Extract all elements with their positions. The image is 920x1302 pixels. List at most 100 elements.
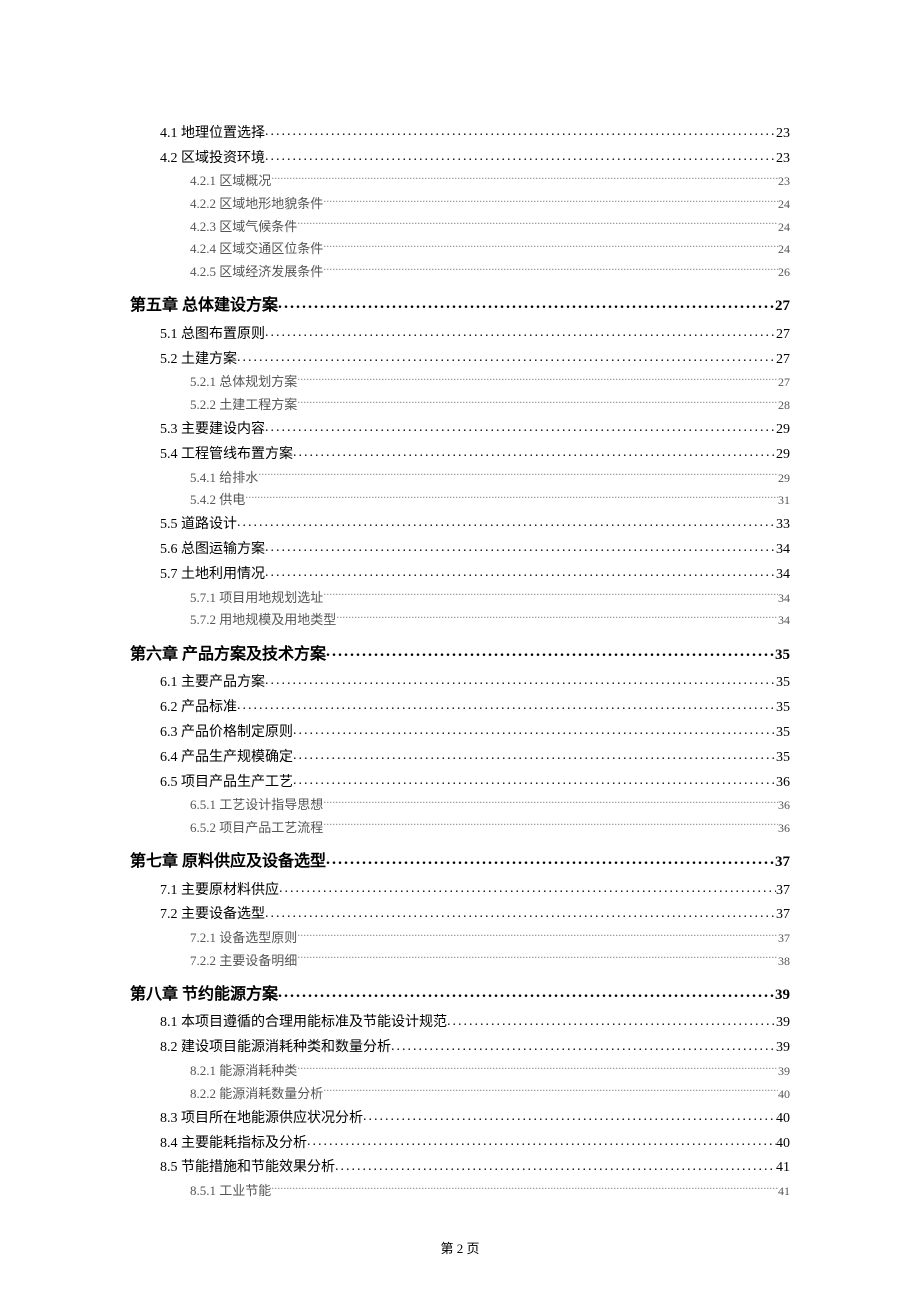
toc-entry: 6.1 主要产品方案35 xyxy=(130,669,790,694)
toc-entry: 8.5.1 工业节能41 xyxy=(130,1180,790,1203)
toc-leader xyxy=(297,215,778,231)
toc-label: 第七章 原料供应及设备选型 xyxy=(130,849,326,875)
toc-entry: 5.1 总图布置原则27 xyxy=(130,321,790,346)
toc-entry: 6.4 产品生产规模确定 35 xyxy=(130,744,790,769)
toc-page-number: 36 xyxy=(776,771,790,794)
toc-label: 5.2.1 总体规划方案 xyxy=(190,371,297,393)
toc-page-number: 35 xyxy=(776,746,790,769)
toc-entry: 4.2.5 区域经济发展条件26 xyxy=(130,261,790,284)
toc-page-number: 40 xyxy=(776,1132,790,1155)
toc-page-number: 23 xyxy=(776,147,790,170)
toc-label: 7.2 主要设备选型 xyxy=(160,903,265,926)
toc-label: 6.4 产品生产规模确定 xyxy=(160,746,293,769)
toc-page-number: 34 xyxy=(778,588,790,608)
toc-leader xyxy=(258,466,778,482)
toc-entry: 8.2 建设项目能源消耗种类和数量分析39 xyxy=(130,1035,790,1060)
toc-page-number: 23 xyxy=(778,171,790,191)
toc-label: 6.2 产品标准 xyxy=(160,696,237,719)
toc-label: 8.1 本项目遵循的合理用能标准及节能设计规范 xyxy=(160,1011,447,1034)
toc-entry: 8.2.2 能源消耗数量分析40 xyxy=(130,1082,790,1105)
toc-leader xyxy=(271,1180,778,1196)
toc-page-number: 35 xyxy=(775,643,790,667)
toc-label: 5.6 总图运输方案 xyxy=(160,538,265,561)
toc-leader xyxy=(297,1059,778,1075)
toc-leader xyxy=(245,489,778,505)
toc-leader xyxy=(293,769,776,786)
toc-page-number: 27 xyxy=(775,294,790,318)
toc-container: 4.1 地理位置选择234.2 区域投资环境234.2.1 区域概况234.2.… xyxy=(130,120,790,1202)
toc-page-number: 37 xyxy=(776,879,790,902)
toc-entry: 5.2.2 土建工程方案28 xyxy=(130,393,790,416)
toc-page-number: 34 xyxy=(776,538,790,561)
toc-leader xyxy=(326,847,775,866)
toc-entry: 8.1 本项目遵循的合理用能标准及节能设计规范39 xyxy=(130,1010,790,1035)
toc-entry: 8.4 主要能耗指标及分析40 xyxy=(130,1130,790,1155)
toc-leader xyxy=(323,261,778,277)
toc-page-number: 36 xyxy=(778,818,790,838)
toc-entry: 8.2.1 能源消耗种类39 xyxy=(130,1059,790,1082)
toc-page-number: 35 xyxy=(776,671,790,694)
toc-leader xyxy=(279,877,776,894)
toc-label: 5.2 土建方案 xyxy=(160,348,237,371)
toc-entry: 7.1 主要原材料供应37 xyxy=(130,877,790,902)
toc-label: 第八章 节约能源方案 xyxy=(130,982,278,1008)
toc-entry: 5.7.1 项目用地规划选址 34 xyxy=(130,586,790,609)
toc-page-number: 33 xyxy=(776,513,790,536)
toc-leader xyxy=(293,744,776,761)
toc-leader xyxy=(265,120,776,137)
toc-page-number: 27 xyxy=(776,323,790,346)
toc-entry: 5.7.2 用地规模及用地类型34 xyxy=(130,609,790,632)
toc-page-number: 29 xyxy=(776,418,790,441)
toc-leader xyxy=(271,170,778,186)
toc-leader xyxy=(336,609,778,625)
toc-label: 5.4.1 给排水 xyxy=(190,467,258,489)
toc-page-number: 35 xyxy=(776,696,790,719)
toc-label: 4.2.1 区域概况 xyxy=(190,170,271,192)
toc-page-number: 41 xyxy=(776,1156,790,1179)
toc-entry: 6.5.2 项目产品工艺流程36 xyxy=(130,816,790,839)
toc-label: 7.2.1 设备选型原则 xyxy=(190,927,297,949)
toc-leader xyxy=(293,441,776,458)
toc-label: 5.7.2 用地规模及用地类型 xyxy=(190,609,336,631)
toc-entry: 第七章 原料供应及设备选型 37 xyxy=(130,847,790,875)
toc-leader xyxy=(297,927,778,943)
toc-leader xyxy=(307,1130,776,1147)
toc-entry: 5.2 土建方案 27 xyxy=(130,346,790,371)
toc-label: 5.4.2 供电 xyxy=(190,489,245,511)
toc-entry: 5.4.2 供电31 xyxy=(130,489,790,512)
toc-leader xyxy=(237,694,776,711)
toc-page-number: 37 xyxy=(776,903,790,926)
toc-entry: 5.2.1 总体规划方案 27 xyxy=(130,371,790,394)
toc-leader xyxy=(237,511,776,528)
toc-label: 5.3 主要建设内容 xyxy=(160,418,265,441)
toc-leader xyxy=(265,416,776,433)
toc-label: 5.7.1 项目用地规划选址 xyxy=(190,587,323,609)
toc-entry: 6.5 项目产品生产工艺36 xyxy=(130,769,790,794)
toc-entry: 6.3 产品价格制定原则35 xyxy=(130,719,790,744)
toc-page-number: 27 xyxy=(778,372,790,392)
toc-label: 4.2 区域投资环境 xyxy=(160,147,265,170)
toc-label: 第六章 产品方案及技术方案 xyxy=(130,642,326,668)
toc-leader xyxy=(323,1082,778,1098)
toc-page-number: 26 xyxy=(778,262,790,282)
toc-leader xyxy=(391,1035,776,1052)
toc-label: 5.4 工程管线布置方案 xyxy=(160,443,293,466)
toc-label: 8.5.1 工业节能 xyxy=(190,1180,271,1202)
toc-leader xyxy=(323,586,778,602)
toc-page-number: 24 xyxy=(778,194,790,214)
toc-entry: 5.7 土地利用情况34 xyxy=(130,561,790,586)
toc-leader xyxy=(335,1155,776,1172)
toc-leader xyxy=(297,371,778,387)
toc-leader xyxy=(265,536,776,553)
toc-leader xyxy=(323,816,778,832)
toc-leader xyxy=(447,1010,776,1027)
toc-leader xyxy=(323,238,778,254)
toc-entry: 8.5 节能措施和节能效果分析 41 xyxy=(130,1155,790,1180)
toc-label: 8.5 节能措施和节能效果分析 xyxy=(160,1156,335,1179)
toc-label: 8.3 项目所在地能源供应状况分析 xyxy=(160,1107,363,1130)
toc-label: 第五章 总体建设方案 xyxy=(130,293,278,319)
toc-page-number: 37 xyxy=(775,850,790,874)
toc-page-number: 37 xyxy=(778,928,790,948)
toc-page-number: 27 xyxy=(776,348,790,371)
toc-entry: 5.6 总图运输方案 34 xyxy=(130,536,790,561)
